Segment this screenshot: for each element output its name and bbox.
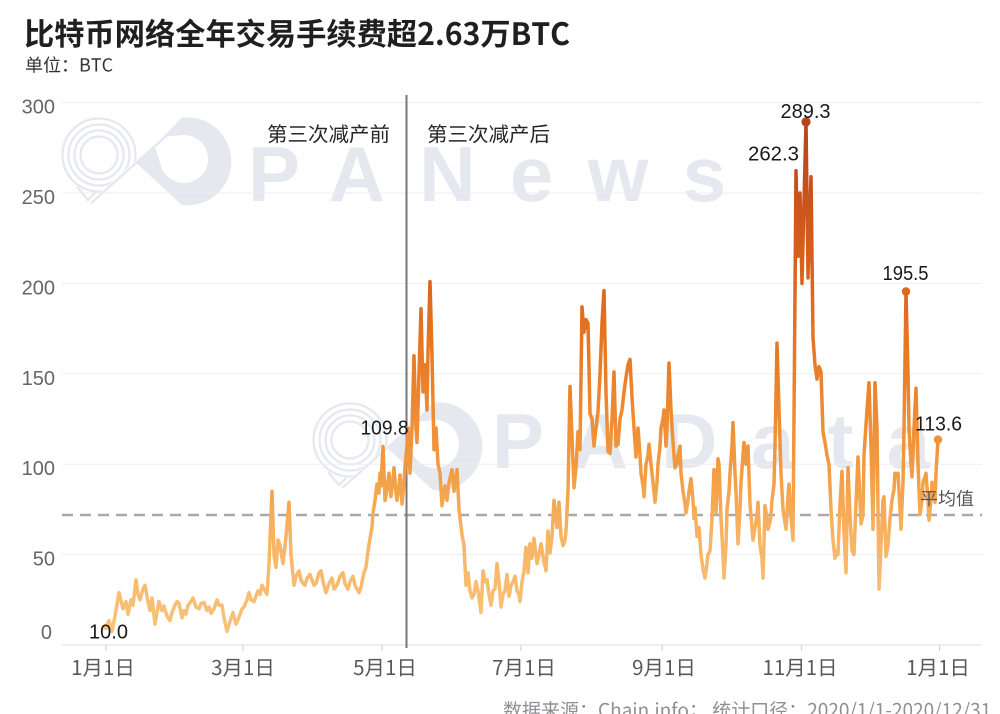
svg-text:195.5: 195.5 [883,262,929,285]
svg-text:50: 50 [33,549,55,571]
svg-text:250: 250 [22,187,55,209]
svg-text:10.0: 10.0 [89,621,128,644]
svg-text:0: 0 [41,622,52,644]
svg-text:300: 300 [22,97,55,119]
svg-text:109.8: 109.8 [361,417,409,440]
svg-text:150: 150 [22,368,55,390]
svg-text:262.3: 262.3 [748,143,799,166]
svg-text:100: 100 [22,458,55,480]
svg-text:289.3: 289.3 [781,100,831,123]
svg-text:200: 200 [22,277,55,299]
svg-text:113.6: 113.6 [915,413,962,436]
